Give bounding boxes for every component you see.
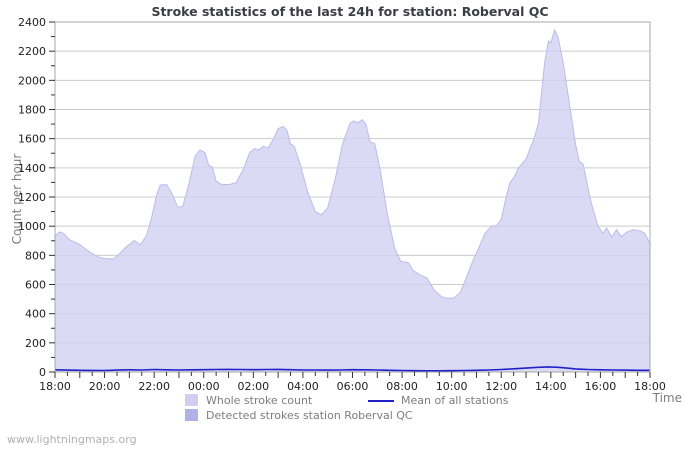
y-tick-label: 200 (25, 337, 46, 350)
x-tick-label: 18:00 (39, 380, 71, 393)
y-tick-label: 0 (39, 366, 46, 379)
y-tick-label: 600 (25, 279, 46, 292)
x-tick-label: 06:00 (337, 380, 369, 393)
legend-swatch-whole-stroke-count (185, 394, 198, 406)
y-tick-label: 2400 (18, 16, 46, 29)
y-tick-label: 2000 (18, 74, 46, 87)
x-axis-label: Time (652, 391, 682, 405)
y-tick-label: 1400 (18, 162, 46, 175)
x-tick-label: 08:00 (386, 380, 418, 393)
x-tick-label: 04:00 (287, 380, 319, 393)
series-area-whole-stroke-count (54, 28, 651, 373)
legend-swatch-detected-strokes (185, 409, 198, 421)
legend-swatch-mean-line (368, 400, 394, 402)
legend-label-mean-of-all-stations: Mean of all stations (401, 394, 509, 407)
x-tick-label: 22:00 (138, 380, 170, 393)
y-tick-label: 1200 (18, 191, 46, 204)
x-tick-label: 00:00 (188, 380, 220, 393)
x-tick-label: 20:00 (89, 380, 121, 393)
watermark-link[interactable]: www.lightningmaps.org (7, 433, 137, 446)
legend-label-whole-stroke-count: Whole stroke count (206, 394, 313, 407)
x-tick-label: 10:00 (436, 380, 468, 393)
y-tick-label: 1600 (18, 133, 46, 146)
x-tick-label: 16:00 (585, 380, 617, 393)
x-tick-label: 14:00 (535, 380, 567, 393)
chart-title: Stroke statistics of the last 24h for st… (151, 4, 549, 19)
y-tick-label: 2200 (18, 45, 46, 58)
x-tick-label: 12:00 (485, 380, 517, 393)
x-tick-label: 02:00 (237, 380, 269, 393)
series-line-mean-of-all-stations (54, 366, 650, 372)
y-tick-label: 1800 (18, 104, 46, 117)
y-tick-label: 400 (25, 308, 46, 321)
y-tick-label: 1000 (18, 220, 46, 233)
x-tick-label: 18:00 (634, 380, 666, 393)
legend-label-detected-strokes: Detected strokes station Roberval QC (206, 409, 413, 422)
y-tick-label: 800 (25, 249, 46, 262)
